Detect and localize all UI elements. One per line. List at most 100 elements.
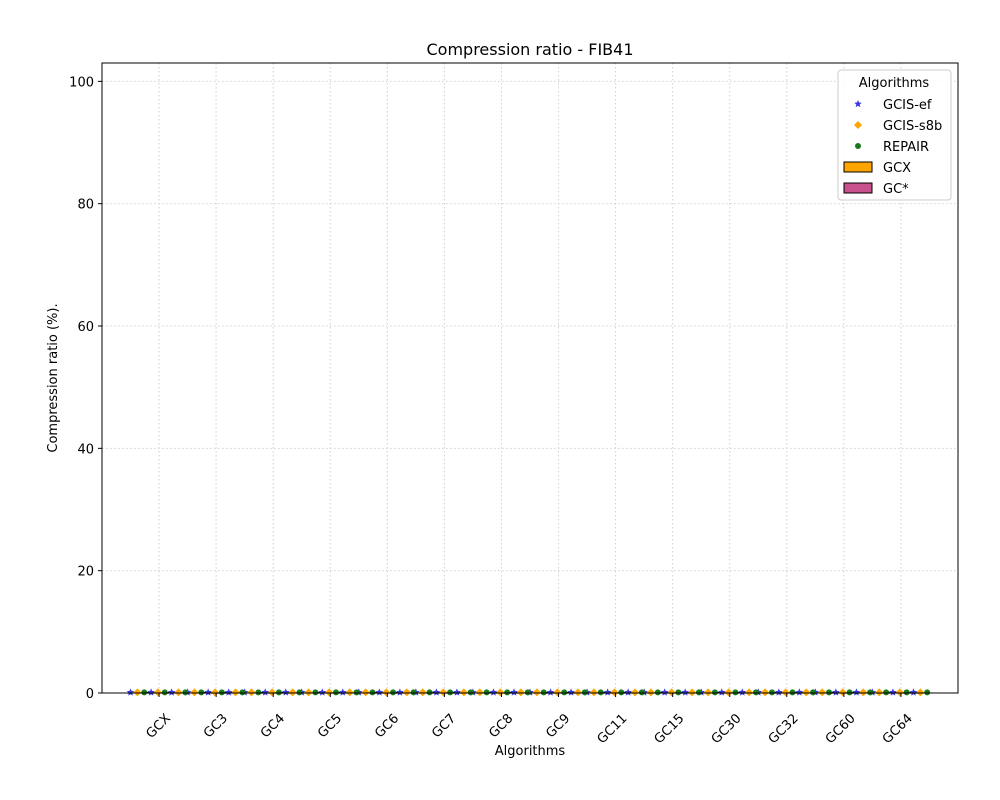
point-repair [426,689,433,696]
point-gcis-s8b [288,688,297,697]
legend-marker-repair [855,143,861,149]
point-gcis-ef [738,688,747,696]
legend-swatch-gc [843,182,873,194]
point-gcis-s8b [418,688,427,697]
point-gcis-s8b [174,688,183,697]
point-gcis-s8b [345,688,354,697]
point-gcis-s8b [875,688,884,697]
point-repair [524,689,531,696]
point-gcis-ef [432,688,441,696]
legend-marker-gcis-ef [854,100,862,108]
legend-swatch-gcx [843,161,873,173]
x-tick-label: GC8 [486,711,516,741]
y-tick-label: 40 [77,442,94,457]
point-repair [654,689,661,696]
point-gcis-ef [375,688,384,696]
point-repair [883,689,890,696]
point-gcis-s8b [916,688,925,697]
x-tick-label: GCX [143,711,174,742]
point-gcis-s8b [610,688,619,697]
y-axis: 0 20 40 60 80 100 [69,75,102,702]
point-gcis-s8b [667,688,676,697]
point-gcis-s8b [402,688,411,697]
point-gcis-ef [624,688,632,696]
point-repair [903,689,910,696]
y-tick-label: 60 [77,320,94,335]
point-gcis-s8b [247,688,256,697]
legend-label: GCIS-s8b [883,119,942,134]
x-tick-label: GC64 [880,711,916,747]
point-repair [561,689,568,696]
point-gcis-ef [126,688,135,696]
point-repair [467,689,474,696]
y-tick-label: 20 [77,565,94,580]
x-tick-label: GC11 [595,711,631,747]
point-gcis-s8b [688,688,697,697]
point-repair [255,689,262,696]
point-repair [597,689,604,696]
point-gcis-s8b [724,688,733,697]
point-gcis-s8b [859,688,868,697]
x-tick-label: GC5 [315,711,345,741]
point-gcis-s8b [133,688,142,697]
point-gcis-s8b [304,688,313,697]
point-repair [826,689,833,696]
point-gcis-s8b [361,688,370,697]
legend-label: GC* [883,182,909,197]
x-tick-label: GC3 [201,711,231,741]
point-gcis-ef [453,688,461,696]
point-repair [182,689,189,696]
point-gcis-s8b [153,688,162,697]
point-gcis-s8b [516,688,525,697]
point-gcis-ef [832,688,840,696]
point-gcis-s8b [631,688,640,697]
point-gcis-ef [281,688,290,696]
point-repair [239,689,246,696]
point-gcis-s8b [573,688,582,697]
point-repair [711,689,718,696]
point-gcis-ef [603,688,612,696]
point-repair [768,689,775,696]
chart-title: Compression ratio - FIB41 [427,40,634,59]
point-gcis-ef [567,688,575,696]
point-gcis-ef [261,688,270,696]
point-gcis-s8b [818,688,827,697]
point-repair [198,689,205,696]
point-gcis-s8b [704,688,713,697]
x-tick-label: GC15 [652,711,688,747]
y-tick-label: 100 [69,75,94,90]
point-gcis-s8b [382,688,391,697]
point-gcis-ef [775,688,783,696]
x-tick-label: GC4 [258,711,288,741]
point-repair [312,689,319,696]
legend-title: Algorithms [859,76,930,91]
point-repair [296,689,303,696]
point-repair [789,689,796,696]
x-axis-label: Algorithms [495,744,566,759]
point-gcis-ef [489,688,498,696]
point-repair [695,689,702,696]
point-repair [846,689,853,696]
x-tick-label: GC6 [372,711,402,741]
point-gcis-ef [339,688,347,696]
point-gcis-ef [224,688,233,696]
point-gcis-s8b [459,688,468,697]
x-tick-label: GC32 [766,711,802,747]
point-gcis-s8b [268,688,277,697]
point-repair [161,689,168,696]
point-gcis-ef [396,688,404,696]
point-gcis-s8b [325,688,334,697]
point-gcis-s8b [475,688,484,697]
y-tick-label: 0 [86,687,94,702]
point-gcis-s8b [781,688,790,697]
point-gcis-ef [717,688,726,696]
point-repair [618,689,625,696]
point-gcis-s8b [553,688,562,697]
point-gcis-ef [889,688,897,696]
point-repair [141,689,148,696]
point-gcis-ef [147,688,155,696]
point-repair [867,689,874,696]
y-tick-label: 80 [77,198,94,213]
plot-frame [101,62,959,694]
